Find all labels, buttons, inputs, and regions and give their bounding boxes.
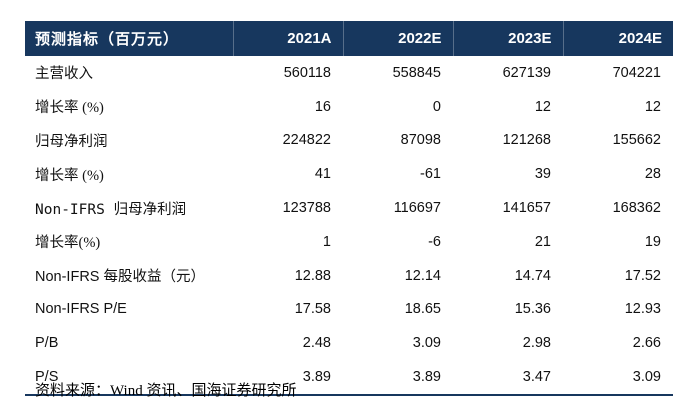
cell-value: 141657	[453, 191, 563, 225]
forecast-table-container: 预测指标（百万元） 2021A 2022E 2023E 2024E 主营收入 56…	[25, 21, 673, 396]
cell-value: 17.58	[233, 292, 343, 327]
cell-value: -6	[343, 224, 453, 259]
table-row: 归母净利润 224822 87098 121268 155662	[25, 123, 673, 158]
cell-value: 3.89	[233, 360, 343, 395]
cell-value: 1	[233, 224, 343, 259]
cell-value: 2.48	[233, 326, 343, 361]
cell-value: 560118	[233, 56, 343, 90]
header-col-2021a: 2021A	[232, 21, 343, 56]
cell-value: 18.65	[343, 292, 453, 327]
row-label: 增长率(%)	[25, 224, 233, 259]
row-label: 增长率 (%)	[25, 89, 233, 124]
cell-value: 3.09	[563, 360, 673, 395]
row-label: P/B	[25, 326, 233, 361]
cell-value: 224822	[233, 123, 343, 158]
cell-value: 15.36	[453, 292, 563, 327]
row-label: 增长率 (%)	[25, 157, 233, 192]
cell-value: 3.89	[343, 360, 453, 395]
cell-value: 21	[453, 224, 563, 259]
source-note: 资料来源：Wind 资讯、国海证券研究所	[35, 383, 297, 399]
header-col-2023e: 2023E	[452, 21, 563, 56]
cell-value: 2.66	[563, 326, 673, 361]
row-label: Non-IFRS 每股收益（元）	[25, 258, 233, 293]
cell-value: 558845	[343, 56, 453, 90]
row-label: 归母净利润	[25, 123, 233, 158]
cell-value: 155662	[563, 123, 673, 158]
cell-value: 627139	[453, 56, 563, 90]
row-label: Non-IFRS 归母净利润	[25, 191, 233, 225]
cell-value: 3.09	[343, 326, 453, 361]
table-body: 主营收入 560118 558845 627139 704221 增长率 (%) 16 0 12…	[25, 56, 673, 395]
header-col-2024e: 2024E	[562, 21, 673, 56]
cell-value: 28	[563, 157, 673, 192]
cell-value: 12.88	[233, 258, 343, 293]
cell-value: 12.93	[563, 292, 673, 327]
table-row: P/B 2.48 3.09 2.98 2.66	[25, 326, 673, 361]
table-row: Non-IFRS 归母净利润 123788 116697 141657 168362	[25, 191, 673, 225]
row-label: P/S	[25, 360, 233, 395]
header-row: 预测指标（百万元） 2021A 2022E 2023E 2024E	[25, 21, 673, 56]
cell-value: 12	[453, 89, 563, 124]
cell-value: 87098	[343, 123, 453, 158]
cell-value: 0	[343, 89, 453, 124]
cell-value: -61	[343, 157, 453, 192]
forecast-table: 预测指标（百万元） 2021A 2022E 2023E 2024E 主营收入 56…	[25, 21, 673, 396]
cell-value: 12.14	[343, 258, 453, 293]
cell-value: 17.52	[563, 258, 673, 293]
table-row: 主营收入 560118 558845 627139 704221	[25, 56, 673, 90]
cell-value: 704221	[563, 56, 673, 90]
header-indicator-label: 预测指标（百万元）	[25, 21, 233, 56]
cell-value: 19	[563, 224, 673, 259]
cell-value: 168362	[563, 191, 673, 225]
cell-value: 16	[233, 89, 343, 124]
table-row: Non-IFRS 每股收益（元） 12.88 12.14 14.74 17.52	[25, 258, 673, 293]
header-col-2022e: 2022E	[342, 21, 453, 56]
table-row: Non-IFRS P/E 17.58 18.65 15.36 12.93	[25, 292, 673, 327]
row-label: 主营收入	[25, 56, 233, 90]
cell-value: 12	[563, 89, 673, 124]
cell-value: 116697	[343, 191, 453, 225]
table-row: 增长率 (%) 41 -61 39 28	[25, 157, 673, 192]
cell-value: 121268	[453, 123, 563, 158]
table-row: 增长率(%) 1 -6 21 19	[25, 224, 673, 259]
cell-value: 2.98	[453, 326, 563, 361]
table-row: P/S 3.89 3.89 3.47 3.09	[25, 360, 673, 395]
cell-value: 39	[453, 157, 563, 192]
cell-value: 41	[233, 157, 343, 192]
cell-value: 14.74	[453, 258, 563, 293]
row-label: Non-IFRS P/E	[25, 292, 233, 327]
cell-value: 3.47	[453, 360, 563, 395]
table-header: 预测指标（百万元） 2021A 2022E 2023E 2024E	[25, 21, 673, 56]
cell-value: 123788	[233, 191, 343, 225]
table-row: 增长率 (%) 16 0 12 12	[25, 89, 673, 124]
